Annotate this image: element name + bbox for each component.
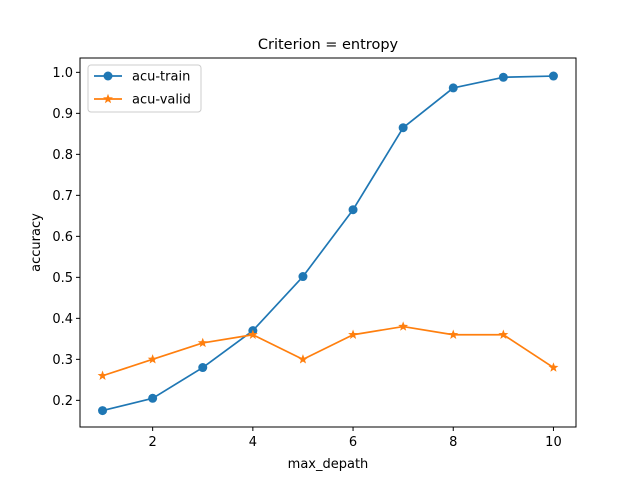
y-tick-label: 1.0 (52, 66, 73, 81)
data-point (298, 354, 308, 364)
data-point (198, 363, 208, 373)
x-tick-label: 4 (249, 435, 257, 450)
x-tick-label: 8 (449, 435, 457, 450)
y-axis-label: accuracy (29, 213, 44, 272)
series-acu-valid (97, 321, 559, 380)
x-tick-label: 6 (349, 435, 357, 450)
legend-marker (103, 93, 113, 104)
x-axis-label: max_depath (288, 457, 369, 472)
legend-entry: acu-train (94, 70, 190, 85)
y-tick-label: 0.4 (52, 312, 73, 327)
x-tick-label: 10 (545, 435, 562, 450)
data-point (548, 71, 558, 81)
y-tick-label: 0.6 (52, 230, 73, 245)
data-point (448, 83, 458, 93)
legend-entries: acu-train acu-valid (94, 70, 191, 108)
data-point (548, 362, 559, 372)
data-point (448, 329, 459, 339)
data-point (398, 123, 408, 133)
legend-entry: acu-valid (94, 93, 191, 108)
data-point (498, 72, 508, 82)
y-tick-label: 0.7 (52, 189, 73, 204)
x-axis-ticks: 2 4 6 8 10 (149, 427, 562, 450)
y-tick-label: 0.8 (52, 148, 73, 163)
data-point (197, 337, 208, 348)
data-point (498, 329, 509, 339)
data-point (348, 205, 358, 215)
legend-label: acu-valid (132, 93, 191, 108)
legend: acu-train acu-valid (87, 64, 202, 113)
data-point (147, 354, 158, 364)
y-tick-label: 0.9 (52, 107, 73, 122)
series-layer (97, 71, 559, 416)
data-point (148, 393, 158, 403)
legend-marker (103, 71, 113, 81)
data-point (247, 329, 258, 339)
data-point (298, 272, 308, 282)
x-tick-label: 2 (149, 435, 157, 450)
series-line (102, 75, 554, 412)
data-point (97, 370, 108, 380)
chart-title: Criterion = entropy (258, 37, 399, 53)
y-tick-label: 0.2 (52, 394, 73, 409)
series-line (102, 325, 554, 377)
y-tick-label: 0.5 (52, 271, 73, 286)
data-point (348, 329, 358, 339)
series-acu-train (98, 71, 558, 416)
y-axis-ticks: 0.2 0.3 0.4 0.5 0.6 0.7 0.8 0.9 1.0 (52, 66, 80, 409)
plot-frame (79, 57, 577, 428)
data-point (398, 321, 409, 331)
data-point (98, 406, 108, 416)
legend-label: acu-train (132, 70, 190, 85)
y-tick-label: 0.3 (52, 353, 73, 368)
